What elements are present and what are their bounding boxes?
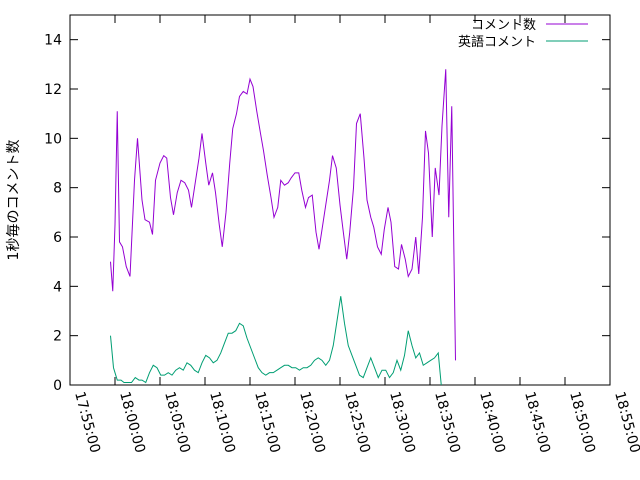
- series-group: [110, 69, 456, 386]
- x-tick-label: 18:10:00: [206, 390, 238, 455]
- series-line-2: [110, 296, 442, 386]
- y-tick-label: 0: [53, 378, 62, 394]
- y-tick-label: 8: [53, 181, 62, 197]
- y-tick-label: 10: [44, 131, 62, 147]
- x-tick-label: 18:30:00: [386, 390, 418, 455]
- x-tick-label: 18:35:00: [431, 390, 463, 455]
- legend-label: 英語コメント: [458, 34, 536, 50]
- y-tick-label: 2: [53, 329, 62, 345]
- y-tick-label: 12: [44, 82, 62, 98]
- x-tick-label: 17:55:00: [71, 390, 103, 455]
- x-tick-label: 18:05:00: [161, 390, 193, 455]
- series-line-1: [110, 69, 456, 361]
- y-axis-title: 1秒毎のコメント数: [6, 140, 22, 261]
- y-tick-label: 14: [44, 33, 62, 49]
- y-tick-label: 6: [53, 230, 62, 246]
- legend-label: コメント数: [471, 18, 536, 33]
- x-tick-label: 18:40:00: [476, 390, 508, 455]
- x-tick-label: 18:15:00: [251, 390, 283, 455]
- x-tick-label: 18:50:00: [566, 390, 598, 455]
- x-tick-label: 18:55:00: [611, 390, 640, 455]
- x-tick-label: 18:20:00: [296, 390, 328, 455]
- x-axis: 17:55:00 18:00:00 18:05:00 18:10:00 18:15:00…: [69, 15, 640, 455]
- y-tick-label: 4: [53, 279, 62, 295]
- x-tick-label: 18:25:00: [341, 390, 373, 455]
- x-tick-label: 18:45:00: [521, 390, 553, 455]
- x-tick-label: 18:00:00: [116, 390, 148, 455]
- y-axis: 0 2 4 6 8 10 12 14: [44, 33, 610, 394]
